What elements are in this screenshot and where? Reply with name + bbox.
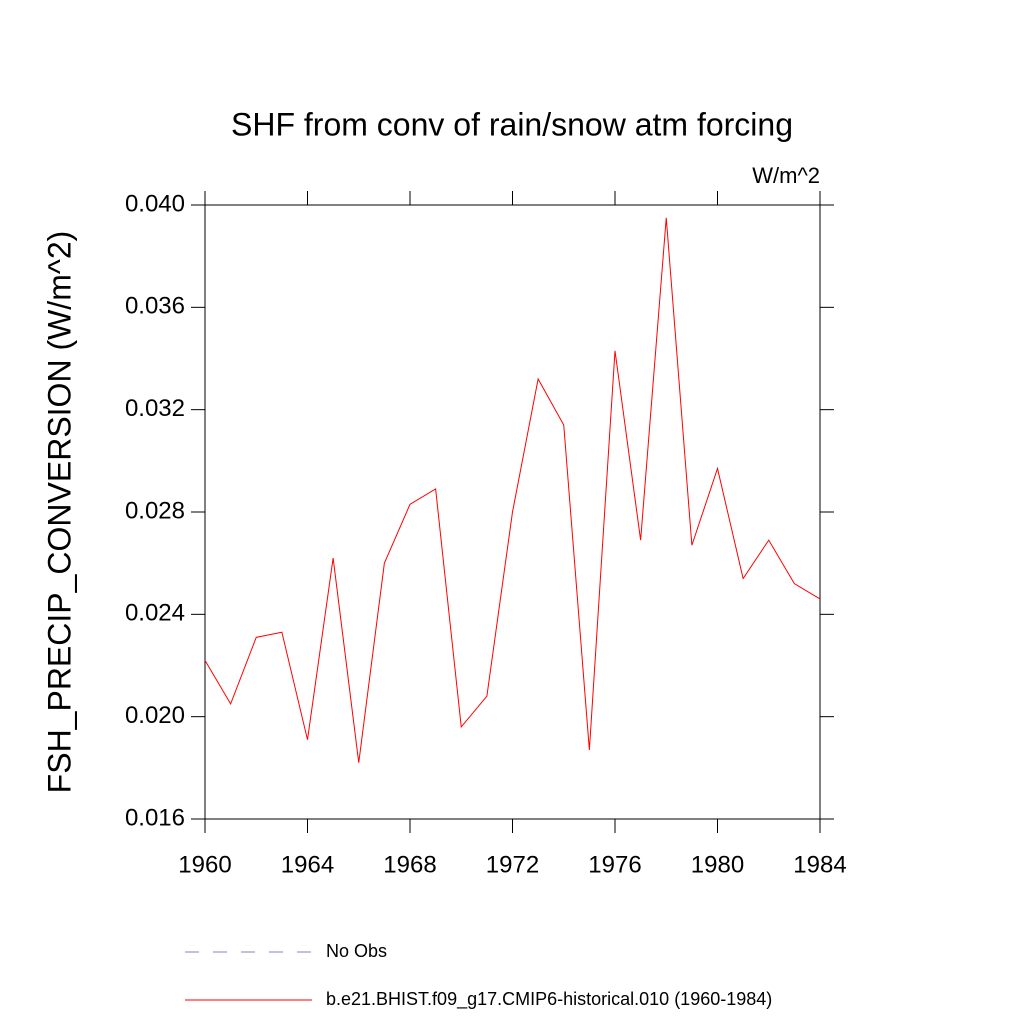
y-tick-label: 0.028 <box>125 497 185 524</box>
x-tick-label: 1964 <box>281 851 334 878</box>
y-tick-label: 0.036 <box>125 293 185 320</box>
y-tick-label: 0.020 <box>125 702 185 729</box>
y-tick-label: 0.016 <box>125 804 185 831</box>
x-tick-label: 1972 <box>486 851 539 878</box>
x-tick-label: 1980 <box>691 851 744 878</box>
x-tick-label: 1984 <box>793 851 846 878</box>
legend-label: No Obs <box>326 941 387 961</box>
x-tick-label: 1968 <box>383 851 436 878</box>
x-tick-label: 1960 <box>178 851 231 878</box>
series-line <box>204 217 821 763</box>
y-tick-label: 0.032 <box>125 395 185 422</box>
chart-title: SHF from conv of rain/snow atm forcing <box>231 106 793 142</box>
units-label: W/m^2 <box>752 163 820 188</box>
y-tick-label: 0.040 <box>125 190 185 217</box>
y-axis-label: FSH_PRECIP_CONVERSION (W/m^2) <box>41 231 77 794</box>
legend-label: b.e21.BHIST.f09_g17.CMIP6-historical.010… <box>326 989 772 1010</box>
x-tick-label: 1976 <box>588 851 641 878</box>
y-tick-label: 0.024 <box>125 600 185 627</box>
